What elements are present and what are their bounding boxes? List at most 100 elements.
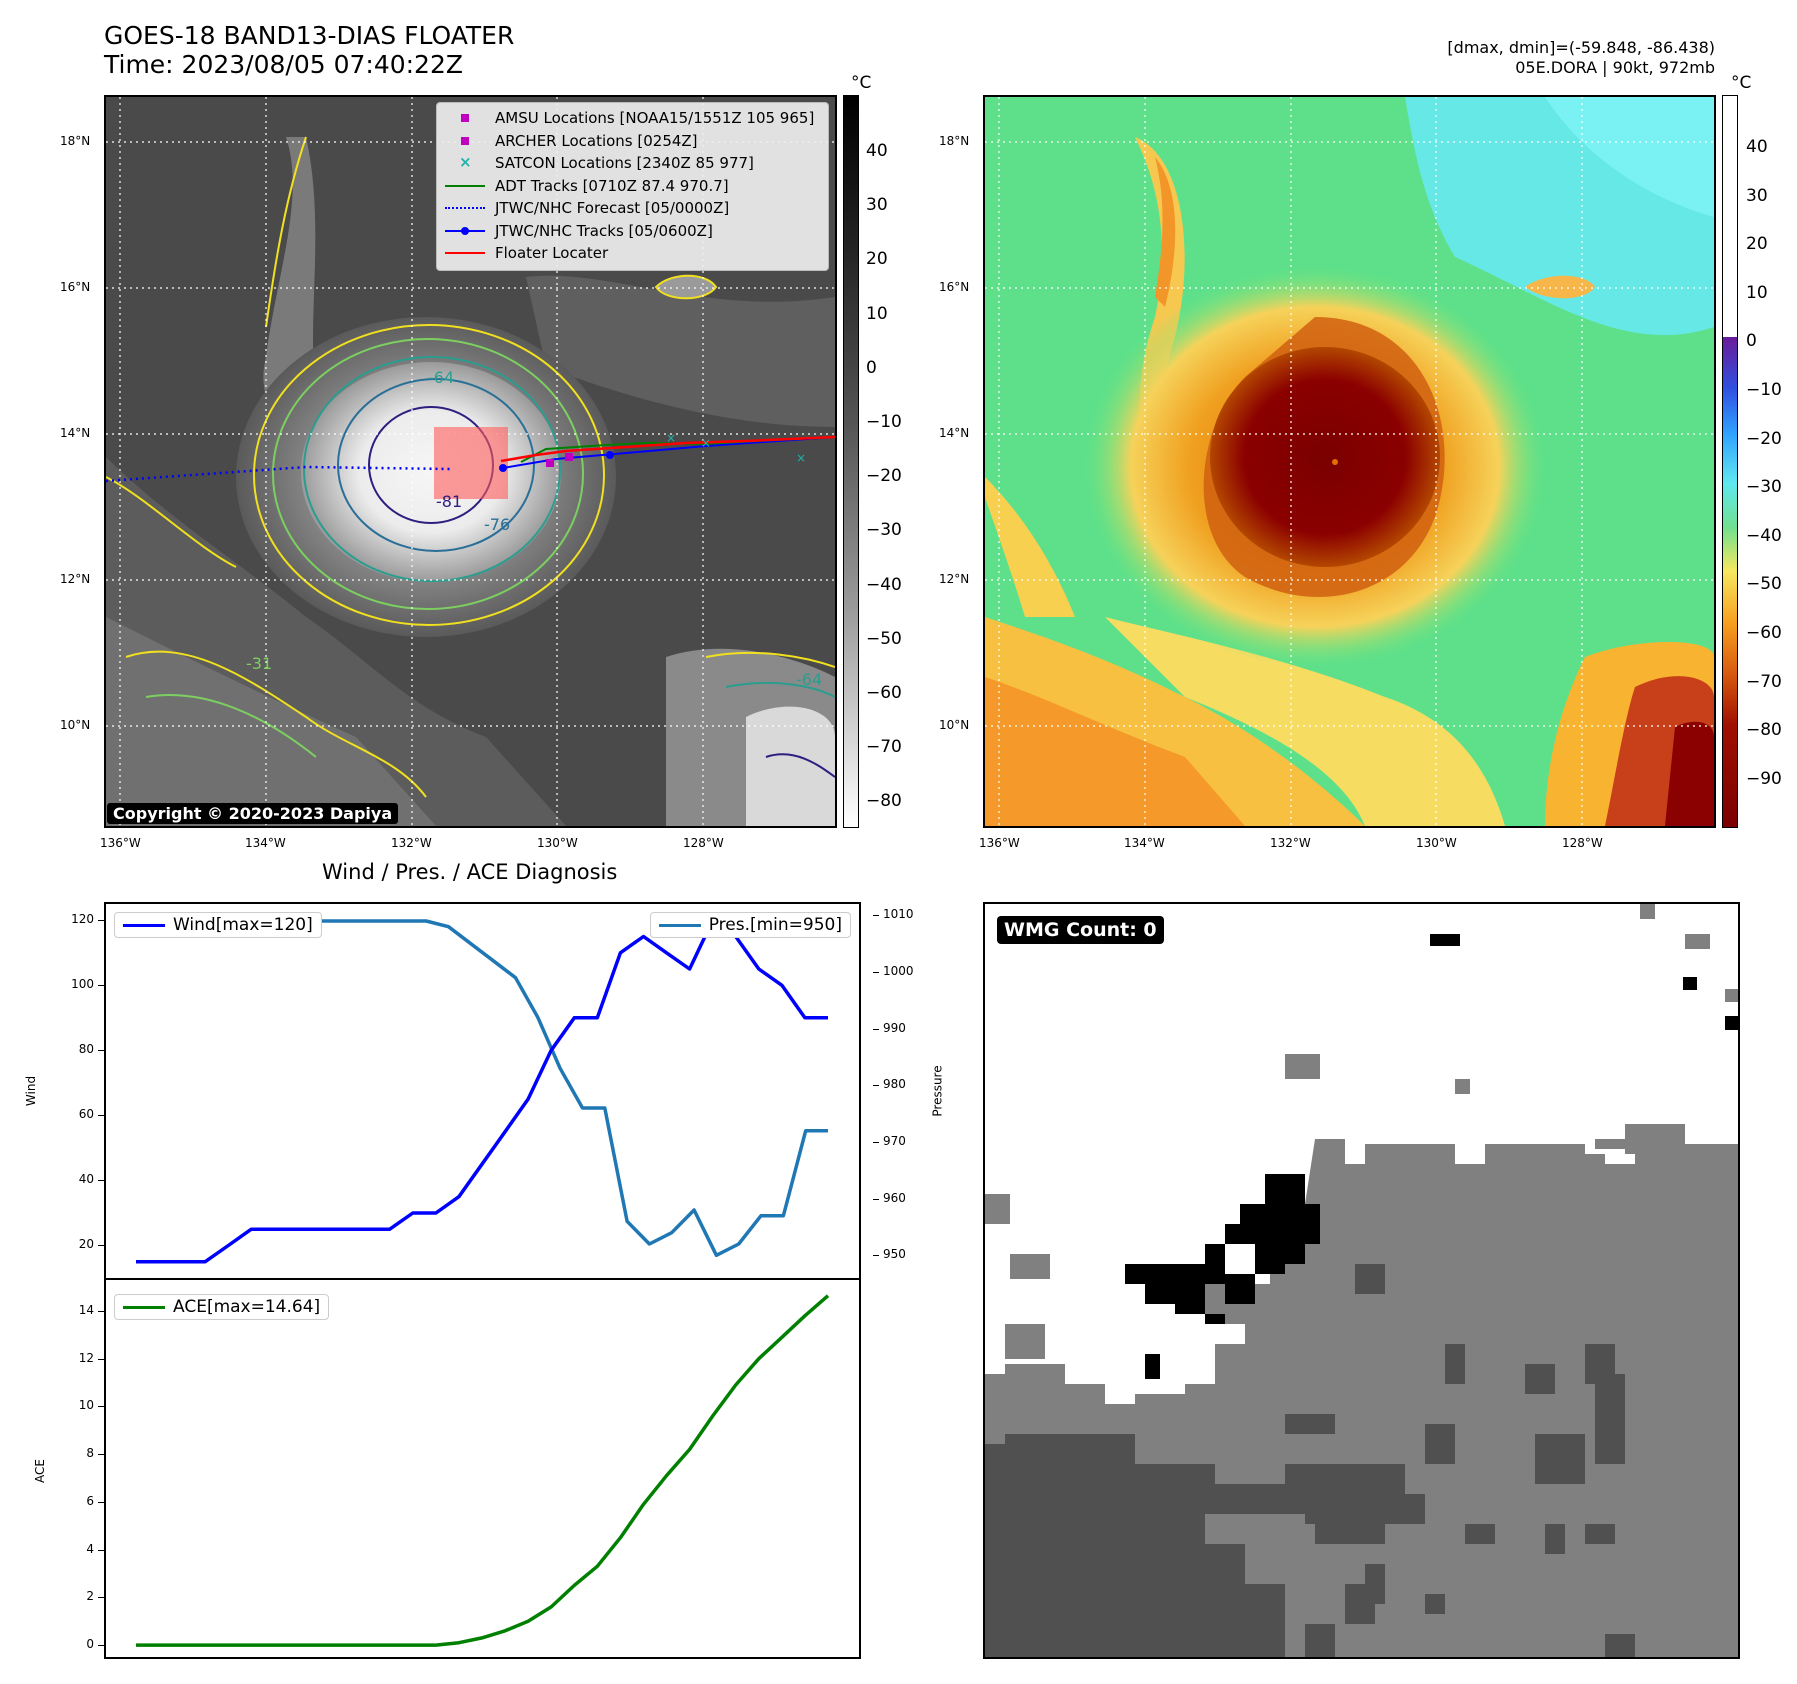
lat-tick-18: 18°N [60,134,91,148]
pressure-axis-tick-mark [873,972,879,973]
forecast-track [106,465,452,483]
lat-tick-10: 10°N [60,718,91,732]
diagnosis-title: Wind / Pres. / ACE Diagnosis [322,860,618,884]
wmg-panel: WMG Count: 0 [983,902,1740,1659]
legend-item-forecast: JTWC/NHC Forecast [05/0000Z] [445,197,820,220]
wind-axis-tick-mark [98,1050,104,1052]
colorbar-color-tick: −40 [1746,525,1782,546]
ace-axis-tick: 2 [86,1589,94,1604]
colorbar-color-tick: 20 [1746,234,1768,255]
map-legend: AMSU Locations [NOAA15/1551Z 105 965] AR… [436,102,829,271]
colorbar-color-tick: −70 [1746,671,1782,692]
colorbar-color-unit: °C [1731,73,1752,93]
ace-axis-tick: 8 [86,1446,94,1461]
legend-item-amsu: AMSU Locations [NOAA15/1551Z 105 965] [445,107,820,130]
lon-tick-134-b: 134°W [1124,836,1165,850]
color-ir-image [985,97,1714,826]
colorbar-gray-tick: −70 [866,737,902,758]
colorbar-color-tick: −60 [1746,623,1782,643]
jtwc-track [502,436,835,469]
lon-tick-132-b: 132°W [1270,836,1311,850]
wind-axis-tick-mark [98,920,104,922]
pressure-axis-tick: 1000 [883,964,914,978]
pressure-axis-tick: 980 [883,1077,906,1092]
ace-axis-tick: 10 [78,1398,94,1413]
colorbar-gray-tick: 40 [866,141,888,161]
lon-tick-134: 134°W [245,836,286,850]
contour-label-64: -64 [428,368,454,387]
pressure-legend: Pres.[min=950] [649,912,851,938]
ace-legend: ACE[max=14.64] [114,1294,330,1320]
colorbar-color-tick: 10 [1746,282,1768,303]
pressure-axis-tick: 960 [883,1190,906,1205]
floater-track [500,435,835,463]
ace-axis-tick: 6 [86,1493,94,1508]
figure-time: Time: 2023/08/05 07:40:22Z [104,50,463,79]
pressure-axis-tick-mark [873,1198,879,1200]
pressure-axis-tick: 950 [883,1247,906,1262]
wind-axis-tick-mark [98,1245,104,1247]
lat-tick-10-b: 10°N [939,718,970,732]
legend-item-floater: Floater Locater [445,242,820,265]
wind-axis-tick: 120 [71,912,94,927]
wind-axis-tick: 40 [78,1172,94,1187]
colorbar-gray-tick: −80 [866,791,902,812]
lat-tick-12: 12°N [60,572,91,586]
solid-line-icon [445,179,485,193]
lon-tick-132: 132°W [391,836,432,850]
colorbar-color-tick: −30 [1746,477,1782,498]
storm-info: 05E.DORA | 90kt, 972mb [1515,58,1715,77]
pressure-line-icon [658,923,701,927]
wind-legend: Wind[max=120] [114,912,322,938]
colorbar-color-tick: −10 [1746,380,1782,400]
legend-item-jtwc: JTWC/NHC Tracks [05/0600Z] [445,220,820,243]
ace-axis-tick: 0 [86,1637,94,1652]
contour-label-31: -31 [246,654,272,673]
ace-axis-tick-mark [98,1358,104,1360]
legend-item-adt: ADT Tracks [0710Z 87.4 970.7] [445,175,820,198]
pressure-axis-tick-mark [873,1085,879,1087]
lon-tick-130-b: 130°W [1416,836,1457,850]
dotted-line-icon [445,201,485,215]
colorbar-gray-tick: −20 [866,466,902,487]
colorbar-gray-tick: −50 [866,628,902,649]
ace-axis-tick-mark [98,1454,104,1456]
legend-item-archer: ARCHER Locations [0254Z] [445,130,820,153]
lon-tick-136-b: 136°W [979,836,1020,850]
lon-tick-136: 136°W [100,836,141,850]
colorbar-color-tick: −80 [1746,720,1782,741]
line-dot-icon [445,224,485,238]
square-marker-icon [445,134,485,148]
colorbar-gray [843,95,859,828]
color-ir-map [983,95,1716,828]
wmg-count-badge: WMG Count: 0 [997,916,1164,944]
wind-axis-tick: 80 [78,1042,94,1057]
lon-tick-130: 130°W [537,836,578,850]
figure-title: GOES-18 BAND13-DIAS FLOATER [104,21,515,50]
ace-svg [136,1294,830,1647]
wind-axis-tick: 20 [78,1237,94,1252]
colorbar-gray-tick: −10 [866,412,902,432]
ace-axis-tick: 14 [78,1303,94,1318]
wind-axis-tick: 60 [78,1107,94,1122]
wind-line-icon [123,923,165,927]
ace-line-icon [123,1305,165,1309]
contour-label-76: -76 [484,515,510,534]
colorbar-color-tick: −50 [1746,574,1782,595]
wind-pressure-svg [136,913,828,1264]
svg-text:×: × [666,431,676,445]
wind-axis-tick: 100 [71,977,94,992]
ace-plot: ACE[max=14.64] [104,1278,861,1659]
wind-axis-tick-mark [98,1180,104,1182]
pressure-axis-tick-mark [873,915,879,917]
solid-line-icon [445,246,485,260]
lat-tick-16-b: 16°N [939,280,970,294]
ace-line [136,1294,830,1647]
wind-axis-label: Wind [24,1075,39,1107]
contour-label-64b: -64 [796,670,822,689]
svg-text:×: × [701,436,711,450]
ace-axis-label: ACE [32,1459,47,1483]
wind-axis-tick-mark [98,1115,104,1117]
svg-text:×: × [796,451,806,465]
copyright-badge: Copyright © 2020-2023 Dapiya [107,803,399,824]
